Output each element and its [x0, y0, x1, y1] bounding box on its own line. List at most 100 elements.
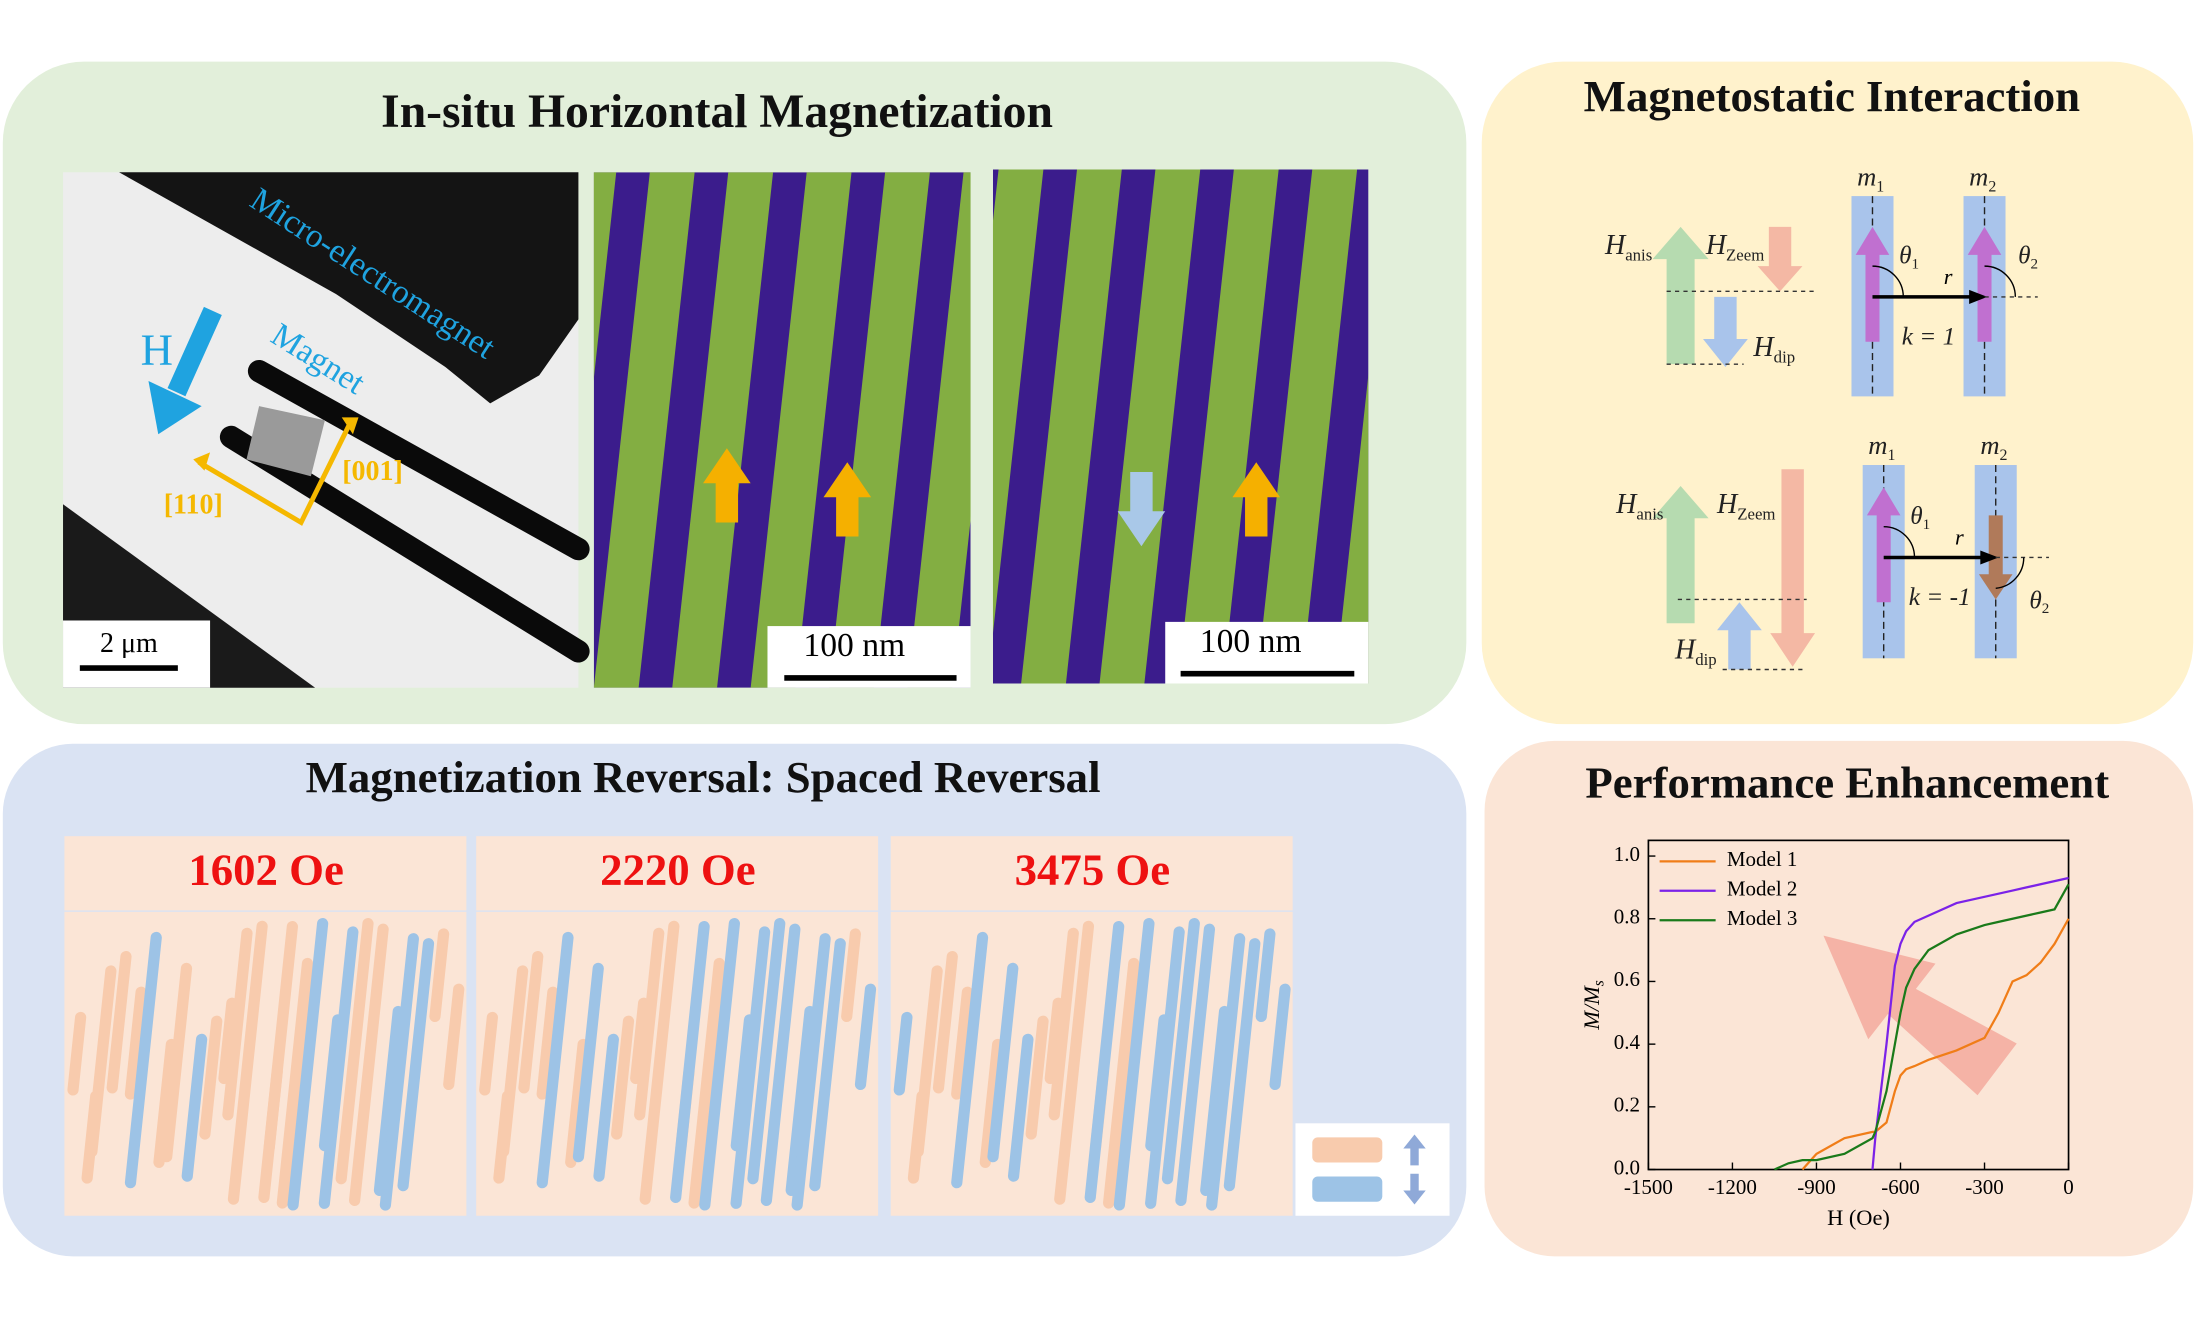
domain — [67, 1011, 87, 1096]
moment-arrow — [703, 448, 751, 523]
domain — [760, 923, 801, 1206]
domain-stripe — [829, 172, 930, 688]
field-label-subscript: dip — [1695, 650, 1716, 669]
scale-box — [63, 620, 211, 688]
moment-label: m1 — [1857, 161, 1884, 195]
panel-title: Magnetostatic Interaction — [1584, 71, 2080, 121]
domain — [572, 962, 604, 1163]
field-value: 1602 Oe — [188, 844, 344, 894]
moment-label-subscript: 2 — [2000, 447, 2008, 464]
axes — [197, 421, 353, 526]
domain — [429, 928, 450, 1023]
moment-arrow — [1855, 226, 1890, 342]
field-label-symbol: H — [1705, 230, 1728, 261]
x-tick-label: -1200 — [1708, 1175, 1757, 1199]
domain — [124, 931, 162, 1189]
field-label-subscript: Zeem — [1737, 504, 1775, 523]
angle-label-subscript: 2 — [2042, 601, 2050, 617]
axis-head — [193, 452, 211, 471]
domain-group — [479, 918, 877, 1211]
angle-arc — [1872, 265, 1904, 297]
domain — [379, 933, 419, 1211]
angle-arc — [1995, 557, 2025, 589]
domain — [498, 965, 529, 1158]
r-head — [1980, 550, 1999, 565]
moment-arrow — [1866, 487, 1901, 603]
domain — [730, 926, 771, 1209]
y-tick-label: 1.0 — [1614, 842, 1640, 866]
domain — [1084, 921, 1125, 1204]
domain — [1145, 926, 1185, 1209]
domain — [639, 920, 680, 1205]
domain — [1269, 983, 1291, 1091]
domain — [443, 983, 465, 1091]
distance-label: r — [1944, 264, 1953, 289]
angle-label-subscript: 1 — [1911, 257, 1919, 273]
domain — [1255, 928, 1276, 1023]
angle-label-subscript: 2 — [2031, 257, 2039, 273]
k-label: k = -1 — [1909, 584, 1971, 611]
domain — [699, 918, 740, 1211]
field-label-symbol: H — [1716, 489, 1739, 520]
moment-label: m1 — [1868, 430, 1895, 464]
x-tick-label: -600 — [1881, 1175, 1919, 1199]
r-head — [1969, 289, 1988, 304]
domain — [276, 957, 314, 1209]
field-label-subscript: Zeem — [1726, 245, 1764, 264]
moment-label-symbol: m — [1857, 161, 1876, 191]
domain — [518, 950, 544, 1094]
domain-stripe — [593, 172, 695, 688]
domain-stripe — [992, 169, 1044, 634]
domain-stripe — [1256, 169, 1358, 684]
domain — [688, 957, 725, 1209]
dip-arrow — [1717, 602, 1762, 670]
y-tick-label: 0.6 — [1614, 967, 1640, 991]
domain — [912, 965, 943, 1158]
field-label-symbol: H — [1752, 333, 1775, 364]
trend-arrow — [1823, 935, 2017, 1096]
field-label: H — [141, 325, 173, 375]
domain — [1223, 938, 1261, 1192]
domain — [893, 1011, 913, 1096]
angle-label-subscript: 1 — [1923, 517, 1931, 533]
panel-performance — [1484, 740, 2194, 1257]
legend-label: Model 1 — [1727, 847, 1798, 871]
angle-arc — [1883, 525, 1916, 558]
field-label-subscript: anis — [1625, 245, 1652, 264]
legend-swatch — [1312, 1137, 1383, 1163]
y-axis-label: M/Ms — [1579, 980, 1607, 1031]
field-header — [64, 836, 467, 911]
series-line — [1871, 876, 2069, 1170]
domain — [1054, 920, 1095, 1205]
domain — [932, 950, 958, 1094]
series-line — [1801, 918, 2070, 1171]
moment-arrow — [1967, 226, 2002, 342]
domain-stripe — [1334, 375, 1369, 684]
y-axis-label-sub: s — [1590, 980, 1607, 986]
domain — [479, 1011, 498, 1096]
domain — [791, 933, 831, 1211]
x-tick-label: -1500 — [1624, 1175, 1673, 1199]
angle-arc — [1984, 265, 2017, 297]
domain-stripe — [907, 172, 971, 688]
field-label: Hdip — [1752, 333, 1795, 367]
domain — [536, 986, 559, 1100]
angle-label: θ1 — [1910, 503, 1930, 533]
domain — [124, 986, 147, 1100]
anis-arrow — [1652, 226, 1709, 365]
axis-head — [341, 417, 359, 435]
dip-arrow — [1703, 296, 1748, 367]
angle-label: θ2 — [2029, 587, 2049, 617]
moment-label-symbol: m — [1980, 430, 1999, 460]
series-line — [1773, 883, 2070, 1171]
field-label-symbol: H — [1604, 230, 1627, 261]
zeem-arrow — [1757, 226, 1803, 292]
anis-arrow — [1652, 486, 1709, 624]
field-value: 3475 Oe — [1015, 844, 1171, 894]
x-tick-label: -900 — [1797, 1175, 1835, 1199]
domain — [1025, 1015, 1049, 1140]
direction-label: [001] — [342, 456, 403, 487]
mfm-image — [593, 172, 971, 688]
y-axis-label-main: M/M — [1579, 985, 1604, 1031]
electromagnet — [119, 172, 579, 404]
